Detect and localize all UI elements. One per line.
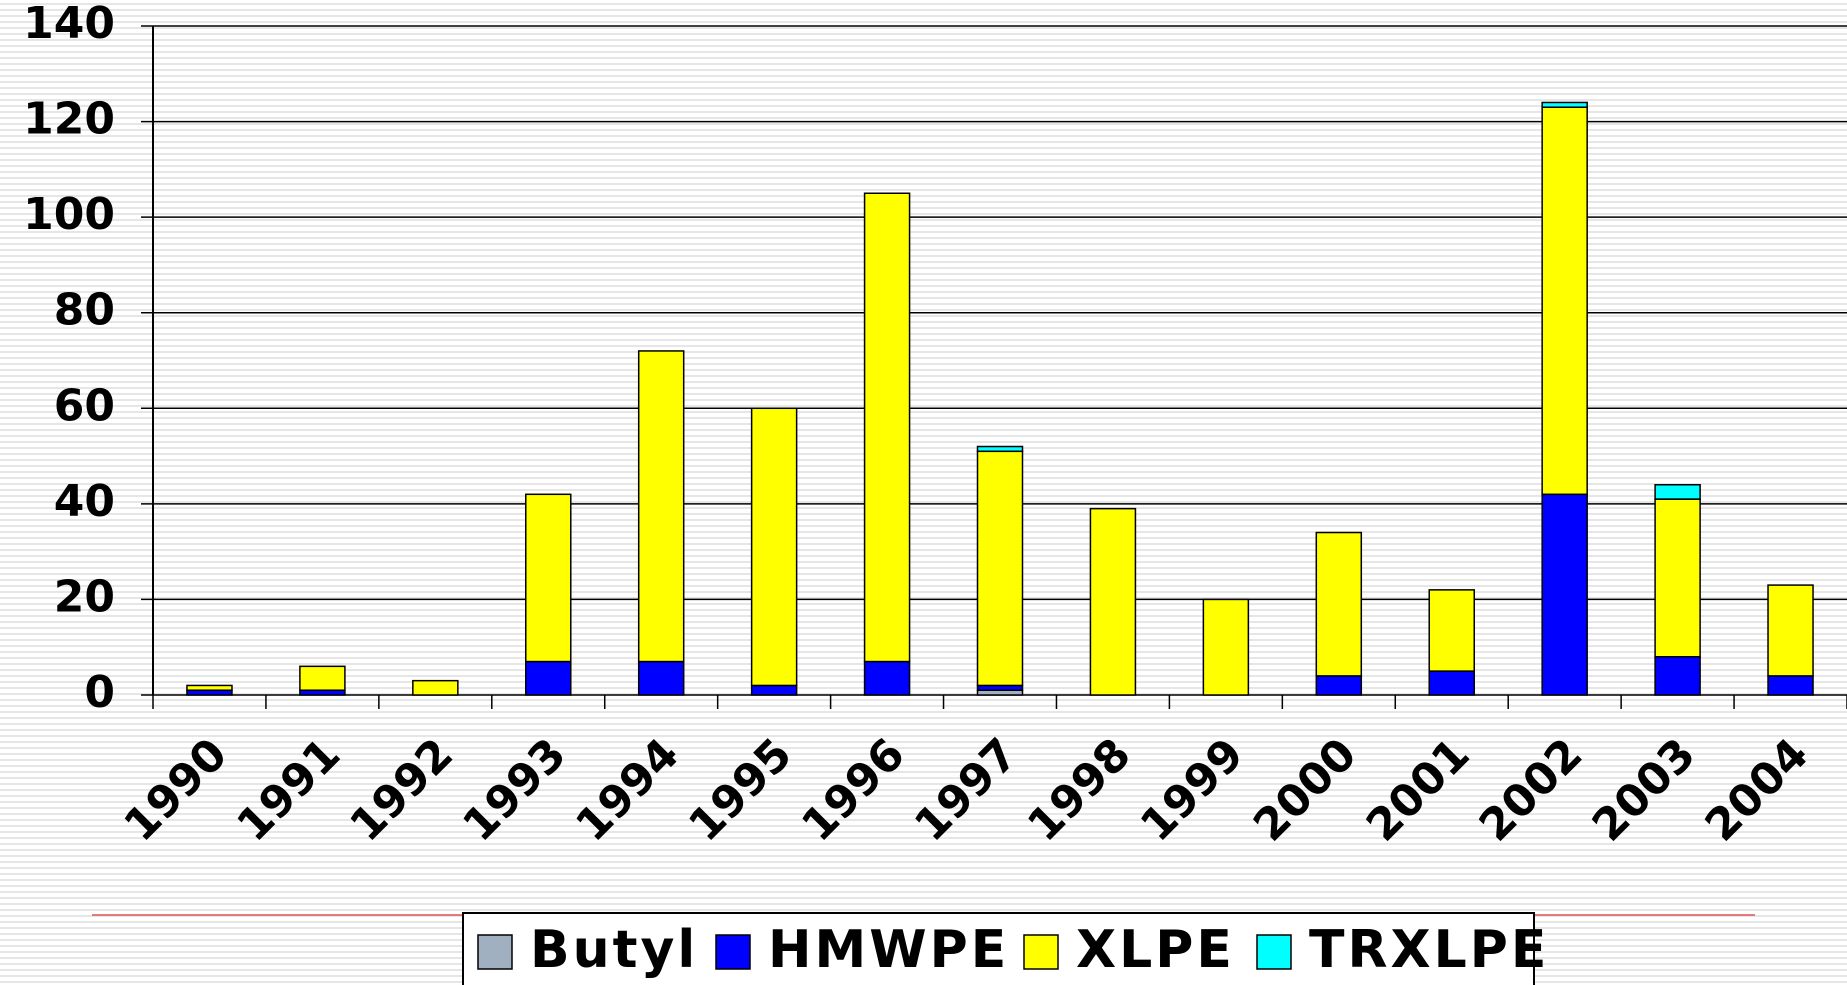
bar-segment bbox=[1654, 656, 1701, 696]
bar-segment bbox=[1767, 584, 1814, 677]
bar-segment bbox=[1428, 670, 1475, 696]
bar-segment bbox=[1541, 493, 1588, 696]
legend-label: XLPE bbox=[1076, 920, 1235, 980]
bar-segment bbox=[525, 493, 572, 663]
legend-swatch bbox=[715, 934, 751, 970]
bar-segment bbox=[1541, 101, 1588, 108]
bar-segment bbox=[976, 450, 1024, 687]
legend: Butyl HMWPE XLPE TRXLPE bbox=[462, 912, 1549, 985]
bar-segment bbox=[412, 679, 459, 696]
bar-segment bbox=[1654, 483, 1701, 500]
bar-segment bbox=[863, 192, 911, 663]
bar-segment bbox=[750, 684, 798, 696]
legend-swatch bbox=[477, 934, 513, 970]
legend-label: TRXLPE bbox=[1309, 920, 1549, 980]
bar-segment bbox=[637, 660, 685, 696]
bar-segment bbox=[1089, 507, 1137, 696]
bar-segment bbox=[976, 445, 1024, 453]
y-tick-label: 0 bbox=[84, 667, 115, 718]
bar-segment bbox=[299, 665, 346, 691]
legend-label: Butyl bbox=[530, 920, 698, 980]
y-tick-label: 40 bbox=[54, 476, 115, 527]
y-tick-label: 60 bbox=[54, 380, 115, 431]
y-tick-label: 140 bbox=[23, 0, 115, 49]
legend-swatch bbox=[1256, 934, 1292, 970]
legend-label: HMWPE bbox=[768, 920, 1009, 980]
bar-segment bbox=[525, 660, 572, 696]
bar-segment bbox=[1315, 531, 1363, 677]
legend-swatch bbox=[1023, 934, 1059, 970]
bar-segment bbox=[186, 684, 233, 691]
bar-segment bbox=[863, 660, 911, 696]
bar-segment bbox=[1428, 589, 1475, 672]
bar-segment bbox=[1767, 675, 1814, 696]
bar-segment bbox=[750, 407, 798, 687]
legend-box bbox=[462, 912, 1535, 985]
bar-segment bbox=[1202, 598, 1250, 696]
y-tick-label: 80 bbox=[54, 285, 115, 336]
bar-segment bbox=[637, 350, 685, 663]
bar-segment bbox=[1315, 675, 1363, 696]
bar-segment bbox=[1654, 498, 1701, 658]
y-tick-label: 120 bbox=[23, 94, 115, 145]
bar-segment bbox=[1541, 106, 1588, 496]
y-tick-label: 20 bbox=[54, 571, 115, 622]
y-tick-label: 100 bbox=[23, 189, 115, 240]
